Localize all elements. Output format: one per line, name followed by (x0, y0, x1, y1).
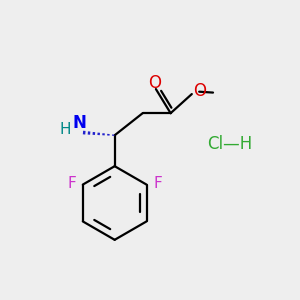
Text: O: O (194, 82, 207, 100)
Text: F: F (67, 176, 76, 190)
Text: H: H (60, 122, 71, 137)
Text: O: O (148, 74, 161, 92)
Text: F: F (153, 176, 162, 190)
Text: Cl—H: Cl—H (207, 135, 252, 153)
Text: N: N (72, 114, 86, 132)
